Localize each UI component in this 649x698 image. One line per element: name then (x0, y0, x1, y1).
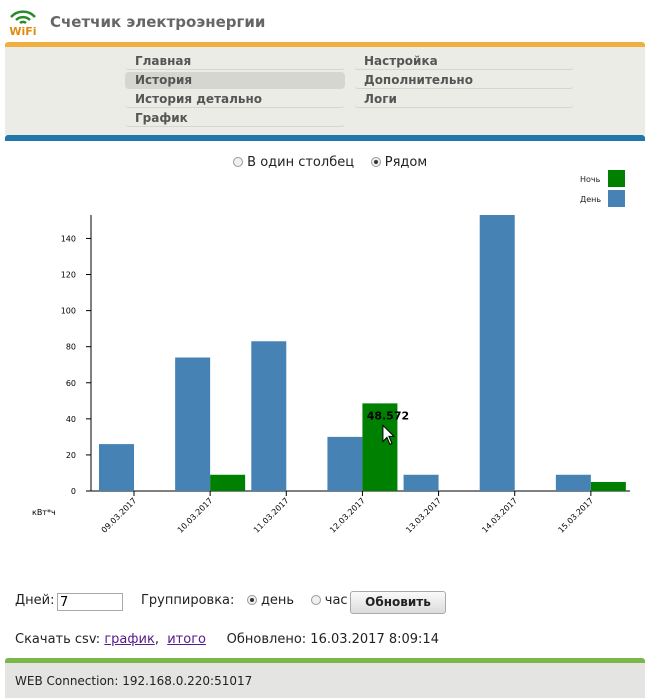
y-tick-label: 0 (71, 487, 76, 496)
menu-top-bar (5, 42, 645, 47)
bar-day (251, 341, 287, 491)
bar-night (362, 403, 398, 491)
menu-item-settings[interactable]: Настройка (354, 53, 574, 70)
content-area (5, 141, 645, 658)
download-label: Скачать csv: (15, 632, 101, 647)
menu-item-graph[interactable]: График (125, 110, 345, 127)
bar-day (479, 215, 515, 491)
legend-swatch-day (608, 190, 625, 207)
logo-text: WiFi (9, 25, 36, 36)
updated-timestamp: Обновлено: 16.03.2017 8:09:14 (226, 632, 439, 647)
y-axis-label: кВт*ч (32, 508, 56, 517)
x-tick-label: 15.03.2017 (557, 496, 596, 535)
days-label: Дней: (15, 593, 55, 608)
footer-top-bar (5, 658, 645, 663)
download-chart-link[interactable]: график (104, 632, 155, 647)
x-tick-label: 14.03.2017 (480, 496, 519, 535)
radio-group-day[interactable] (246, 595, 257, 605)
x-tick-label: 09.03.2017 (100, 496, 139, 535)
bar-night (210, 474, 246, 491)
bar-day (327, 436, 363, 491)
radio-single-column[interactable] (233, 157, 243, 167)
wifi-logo-icon: WiFi (9, 10, 37, 36)
legend-label-day: День (580, 195, 602, 204)
y-tick-label: 100 (61, 307, 76, 316)
connection-status: WEB Connection: 192.168.0.220:51017 (15, 674, 253, 688)
legend-swatch-night (608, 170, 625, 187)
grouping-selector: Группировка: день час (141, 593, 348, 608)
y-tick-label: 40 (66, 415, 76, 424)
bar-tooltip: 48.572 (367, 409, 409, 422)
history-bar-chart: 0 20 40 60 80 100 120 140 кВт*ч 09.03.2017 10.03.2… (32, 215, 630, 535)
menu-item-history-detailed[interactable]: История детально (125, 91, 345, 108)
grouping-label: Группировка: (141, 593, 235, 608)
radio-side-by-side-label[interactable]: Рядом (384, 155, 428, 170)
days-input[interactable] (57, 593, 123, 611)
radio-group-hour[interactable] (310, 595, 321, 605)
bar-day (175, 357, 211, 491)
x-tick-label: 10.03.2017 (176, 496, 215, 535)
menu-item-additional[interactable]: Дополнительно (354, 72, 574, 89)
legend-label-night: Ночь (580, 175, 601, 184)
refresh-button[interactable]: Обновить (350, 591, 446, 614)
download-total-link[interactable]: итого (167, 632, 206, 647)
y-tick-label: 60 (66, 379, 76, 388)
bar-day (99, 444, 134, 491)
footer: WEB Connection: 192.168.0.220:51017 (5, 663, 645, 698)
y-tick-label: 20 (66, 451, 76, 460)
y-tick-label: 80 (66, 343, 76, 352)
controls-row: Дней: (15, 593, 54, 608)
menu-item-logs[interactable]: Логи (354, 91, 574, 108)
menu-item-history[interactable]: История (125, 72, 345, 89)
x-tick-label: 13.03.2017 (404, 496, 443, 535)
radio-group-hour-label[interactable]: час (324, 593, 348, 608)
content-top-bar (5, 135, 645, 141)
menu-item-main[interactable]: Главная (125, 53, 345, 70)
y-tick-label: 140 (61, 234, 76, 243)
main-menu: Главная История История детально График … (5, 47, 645, 135)
app-title: Счетчик электроэнергии (50, 13, 266, 31)
chart-mode-selector: В один столбец Рядом (233, 155, 427, 170)
download-row: Скачать csv: график, итого Обновлено: 16… (15, 632, 439, 647)
radio-single-column-label[interactable]: В один столбец (247, 155, 355, 170)
header: WiFi Счетчик электроэнергии (0, 0, 649, 44)
mouse-cursor-icon (382, 424, 396, 446)
radio-group-day-label[interactable]: день (260, 593, 295, 608)
x-tick-label: 12.03.2017 (328, 496, 367, 535)
radio-side-by-side[interactable] (370, 157, 381, 167)
y-tick-label: 120 (61, 271, 76, 280)
bar-day (555, 474, 591, 491)
bar-day (403, 474, 439, 491)
x-tick-label: 11.03.2017 (252, 496, 291, 535)
bar-night (590, 481, 626, 491)
